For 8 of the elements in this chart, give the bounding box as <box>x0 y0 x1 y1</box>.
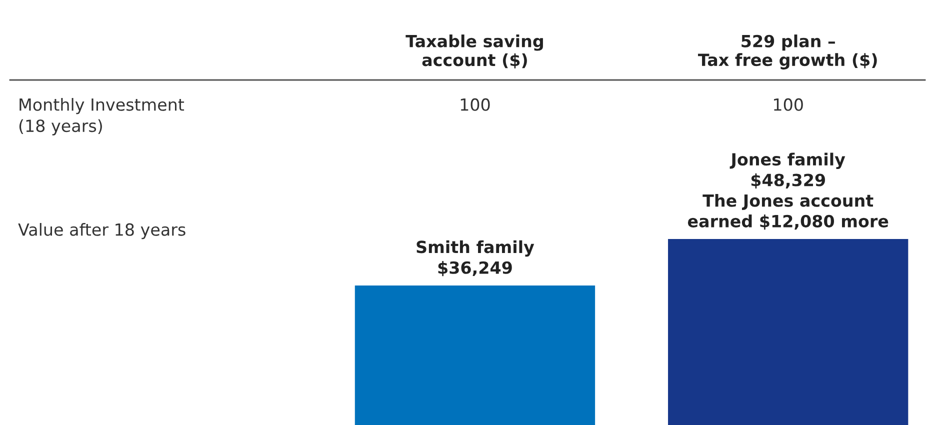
x-tick-label: 529 plan – Tax free growth ($) <box>698 34 877 70</box>
data-label: Jones family $48,329 The Jones account earned $12,080 more <box>688 152 888 230</box>
text: Value after 18 years <box>18 223 186 240</box>
data-label: Smith family $36,249 <box>416 240 534 276</box>
text: Monthly Investment (18 years) <box>19 98 184 136</box>
text: 100 <box>460 98 490 111</box>
text: 100 <box>774 98 803 111</box>
x-tick-label: Taxable saving account ($) <box>406 34 543 68</box>
